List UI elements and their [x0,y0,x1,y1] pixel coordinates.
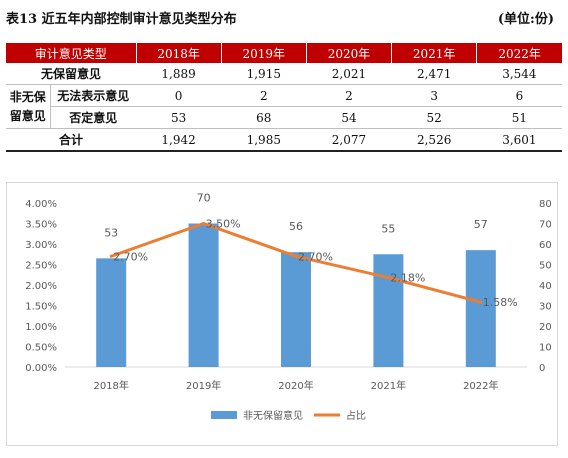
line-data-label: 2.70% [298,250,333,263]
table-caption: 表13 近五年内部控制审计意见类型分布 (单位:份) [6,8,562,28]
table-total-row: 合计 1,942 1,985 2,077 2,526 3,601 [6,128,562,152]
table-cell: 1,915 [221,63,307,85]
table-cell: 6 [476,84,562,107]
table-cell: 1,889 [136,63,222,85]
bar [465,250,496,367]
bar-data-label: 70 [197,192,211,205]
y-right-tick-label: 70 [539,220,552,231]
y-left-tick-label: 0.50% [25,343,57,354]
legend-bar-swatch [211,411,237,419]
x-tick-label: 2022年 [463,379,498,392]
table-title: 表13 近五年内部控制审计意见类型分布 [6,12,237,27]
table-row: 无保留意见 1,889 1,915 2,021 2,471 3,544 [6,63,562,85]
table-cell: 2 [306,84,392,107]
y-left-tick-label: 2.00% [25,281,57,292]
bar-data-label: 56 [289,220,303,233]
table-header-row: 审计意见类型 2018年 2019年 2020年 2021年 2022年 [6,43,562,63]
table-cell: 2,077 [306,128,392,152]
table-cell: 1,942 [136,128,222,152]
table-row: 非无保留意见 无法表示意见 0 2 2 3 6 [6,84,562,129]
line-data-label: 3.50% [206,218,241,231]
table-cell: 2,471 [391,63,477,85]
y-right-tick-label: 0 [539,363,545,374]
table-row: 否定意见 53 68 54 52 51 [6,106,562,129]
group-label: 非无保留意见 [6,84,51,129]
table-cell: 2 [221,84,307,107]
table-header-cell: 2018年 [135,43,222,63]
line-point [202,222,206,225]
table-header-cell: 2022年 [476,43,562,63]
table-cell: 52 [391,106,477,129]
line-point [109,254,113,258]
row-label: 无保留意见 [6,63,137,85]
legend-line-label: 占比 [346,409,366,422]
x-tick-label: 2019年 [186,379,221,392]
y-right-tick-label: 80 [539,199,552,210]
bar-data-label: 57 [474,218,488,231]
table-cell: 2,526 [391,128,477,152]
y-left-tick-label: 1.00% [25,322,57,333]
table-header-cell: 2020年 [305,43,392,63]
table-header-cell: 2021年 [391,43,477,63]
y-right-tick-label: 50 [539,261,552,272]
bar [281,252,311,367]
bar [188,223,219,367]
x-tick-label: 2020年 [278,379,313,392]
table-header-cell: 2019年 [220,43,307,63]
y-right-tick-label: 10 [539,343,552,354]
row-label: 合计 [6,128,137,152]
table-header-cell: 审计意见类型 [6,43,137,63]
line-data-label: 2.70% [113,250,148,263]
x-tick-label: 2018年 [93,379,128,392]
table-cell: 3,544 [476,63,562,85]
bar-data-label: 53 [104,226,118,239]
table-cell: 53 [136,106,222,129]
table-unit: (单位:份) [497,12,554,27]
bar-data-label: 55 [381,222,395,235]
y-left-tick-label: 0.00% [25,363,57,374]
x-tick-label: 2021年 [371,379,406,392]
line-data-label: 1.58% [483,296,518,309]
bar [373,254,404,367]
audit-opinion-table: 审计意见类型 2018年 2019年 2020年 2021年 2022年 无保留… [6,43,562,152]
line-point [386,276,390,280]
y-left-tick-label: 4.00% [25,199,57,210]
row-label: 否定意见 [50,106,137,129]
bar [96,258,127,367]
table-cell: 1,985 [221,128,307,152]
line-point [479,300,483,304]
y-left-tick-label: 3.00% [25,240,57,251]
line-data-label: 2.18% [390,272,425,285]
table-cell: 3,601 [476,128,562,152]
row-label: 无法表示意见 [50,84,137,107]
table-cell: 54 [306,106,392,129]
combo-chart: 0.00% 0.50% 1.00% 1.50% 2.00% 2.50% 3.00% 3.50%… [25,192,552,423]
y-right-tick-label: 40 [539,281,552,292]
table-cell: 2,021 [306,63,392,85]
table-cell: 0 [136,84,222,107]
y-right-tick-label: 30 [539,302,552,313]
table-cell: 51 [476,106,562,129]
chart-frame: 0.00% 0.50% 1.00% 1.50% 2.00% 2.50% 3.00% 3.50%… [6,182,558,446]
y-left-tick-label: 1.50% [25,302,57,313]
y-right-tick-label: 20 [539,322,552,333]
table-cell: 3 [391,84,477,107]
y-left-tick-label: 3.50% [25,220,57,231]
legend-bar-label: 非无保留意见 [243,409,303,422]
y-right-tick-label: 60 [539,240,552,251]
table-cell: 68 [221,106,307,129]
y-left-tick-label: 2.50% [25,261,57,272]
line-point [294,254,298,258]
